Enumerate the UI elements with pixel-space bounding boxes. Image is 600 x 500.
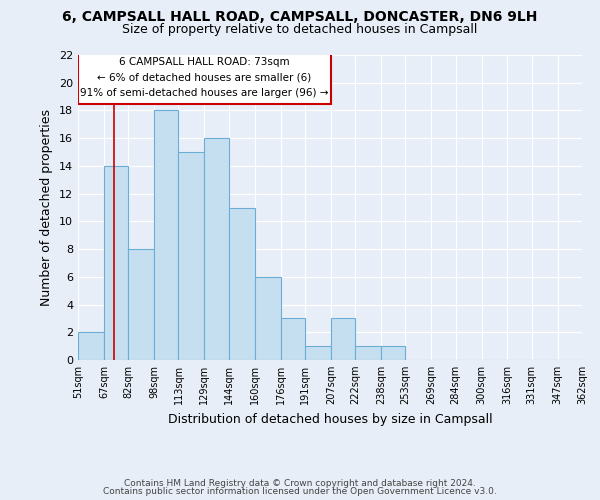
Bar (128, 249, 154, 360)
Bar (178, 152, 205, 360)
Bar (355, 346, 381, 360)
Bar (78, 332, 104, 360)
Bar (254, 277, 281, 360)
Text: 6, CAMPSALL HALL ROAD, CAMPSALL, DONCASTER, DN6 9LH: 6, CAMPSALL HALL ROAD, CAMPSALL, DONCAST… (62, 10, 538, 24)
Text: Contains public sector information licensed under the Open Government Licence v3: Contains public sector information licen… (103, 488, 497, 496)
Bar (104, 166, 128, 360)
FancyBboxPatch shape (78, 52, 331, 104)
Bar (305, 346, 331, 360)
Y-axis label: Number of detached properties: Number of detached properties (40, 109, 53, 306)
Bar (281, 318, 305, 360)
Bar (331, 318, 355, 360)
X-axis label: Distribution of detached houses by size in Campsall: Distribution of detached houses by size … (167, 412, 493, 426)
Text: 6 CAMPSALL HALL ROAD: 73sqm
← 6% of detached houses are smaller (6)
91% of semi-: 6 CAMPSALL HALL ROAD: 73sqm ← 6% of deta… (80, 58, 329, 98)
Bar (205, 138, 229, 360)
Bar (154, 110, 178, 360)
Bar (381, 346, 406, 360)
Text: Contains HM Land Registry data © Crown copyright and database right 2024.: Contains HM Land Registry data © Crown c… (124, 478, 476, 488)
Bar (229, 208, 254, 360)
Text: Size of property relative to detached houses in Campsall: Size of property relative to detached ho… (122, 22, 478, 36)
